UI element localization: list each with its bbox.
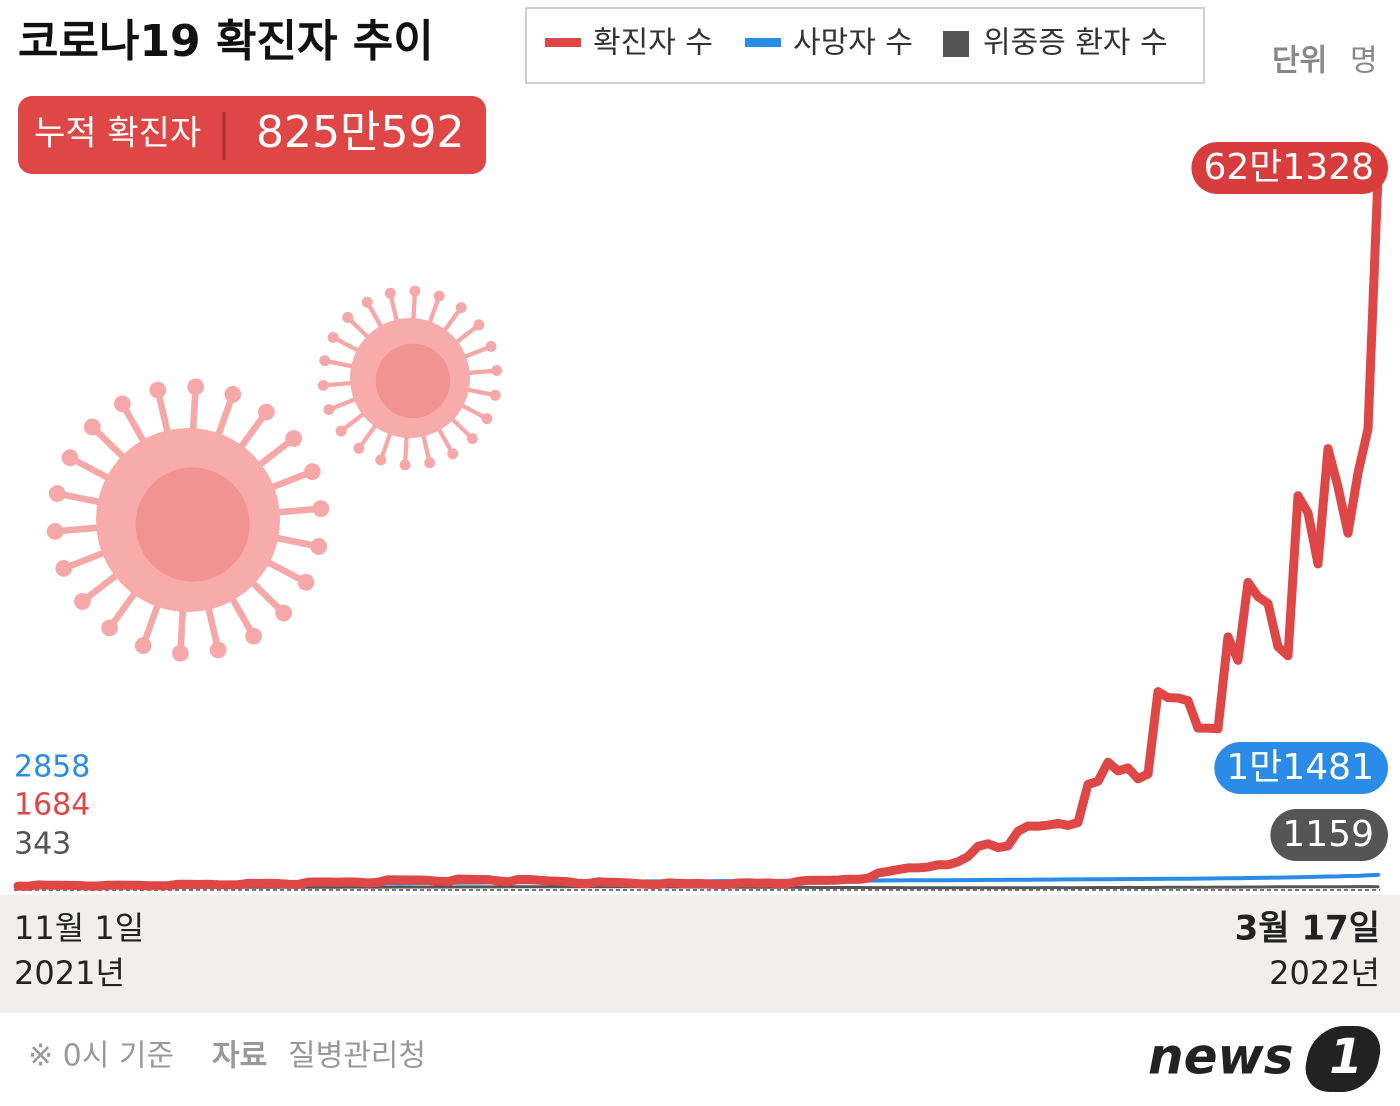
virus-spike-tip xyxy=(489,389,501,401)
start-value-label: 1684 xyxy=(14,788,90,823)
virus-spike-tip xyxy=(384,287,396,299)
virus-spike-tip xyxy=(73,593,91,610)
virus-spike-tip xyxy=(187,378,204,396)
source-label: 자료 xyxy=(212,1039,267,1074)
end-value-label: 1만1481 xyxy=(1226,747,1374,788)
x-year-label: 2021년 xyxy=(14,954,125,992)
virus-spike-tip xyxy=(285,430,303,447)
virus-spike-tip xyxy=(275,604,293,622)
series-line xyxy=(13,171,1383,891)
summary-label: 누적 확진자 xyxy=(34,114,201,154)
virus-spike-tip xyxy=(433,290,445,302)
virus-core xyxy=(375,343,451,419)
logo-text: news xyxy=(1148,1028,1293,1086)
virus-spike-tip xyxy=(409,285,421,297)
legend-swatch xyxy=(545,38,581,47)
virus-spike-tip xyxy=(172,644,189,662)
virus-spike-tip xyxy=(114,395,131,413)
virus-spike-tip xyxy=(481,413,493,425)
legend-swatch xyxy=(943,31,969,57)
virus-spike-tip xyxy=(353,442,365,454)
virus-spike-tip xyxy=(245,627,262,645)
virus-spike-tip xyxy=(46,523,64,540)
virus-spike-tip xyxy=(48,485,66,502)
x-year-label: 2022년 xyxy=(1269,954,1380,992)
legend-label: 위중증 환자 수 xyxy=(983,26,1168,61)
legend-label: 확진자 수 xyxy=(593,26,713,61)
virus-spike-tip xyxy=(342,311,354,323)
end-label-pill xyxy=(1214,742,1388,794)
virus-spike-tip xyxy=(61,449,79,467)
x-tick-label: 3월 17일 xyxy=(1235,909,1380,949)
virus-spike-tip xyxy=(424,457,436,469)
virus-spike-tip xyxy=(375,454,387,466)
unit-title: 단위 xyxy=(1272,44,1327,79)
end-value-label: 1159 xyxy=(1282,814,1374,855)
virus-spike-tip xyxy=(83,418,101,436)
end-label: 1159 xyxy=(1270,809,1388,861)
virus-spike-tip xyxy=(312,500,330,517)
virus-spike-tip xyxy=(327,331,339,343)
virus-spike-tip xyxy=(491,365,503,377)
legend-label: 사망자 수 xyxy=(793,26,913,61)
virus-spike-tip xyxy=(473,319,485,331)
legend-box xyxy=(525,7,1205,84)
virus-spike-tip xyxy=(55,560,73,577)
virus-spike-tip xyxy=(224,385,242,403)
virus-spike-tip xyxy=(323,404,335,416)
end-label: 1만1481 xyxy=(1214,742,1388,794)
virus-spike-tip xyxy=(297,573,315,591)
unit: 명 xyxy=(1350,44,1378,79)
end-label: 62만1328 xyxy=(1191,142,1388,194)
virus-illustration xyxy=(46,285,503,662)
virus-spike-tip xyxy=(319,355,331,367)
start-value-label: 2858 xyxy=(14,750,90,785)
source: 질병관리청 xyxy=(288,1039,426,1074)
axis-band xyxy=(0,895,1400,1013)
chart-title: 코로나19 확진자 추이 xyxy=(18,16,434,67)
virus-spike-tip xyxy=(134,637,152,655)
virus-spike-tip xyxy=(485,340,497,352)
summary-box xyxy=(18,96,486,174)
legend-swatch xyxy=(745,38,781,47)
end-label-pill xyxy=(1191,142,1388,194)
virus-spike-tip xyxy=(101,619,118,637)
summary-value: 825만592 xyxy=(256,107,464,158)
virus-spike-tip xyxy=(335,425,347,437)
virus-spike-tip xyxy=(399,459,411,471)
virus-spike-tip xyxy=(455,302,467,314)
logo-badge xyxy=(1305,1026,1381,1092)
x-tick-label: 11월 1일 xyxy=(14,909,144,947)
virus-spike-tip xyxy=(209,641,227,659)
virus-spike-tip xyxy=(149,381,167,399)
virus-spike-tip xyxy=(258,403,275,421)
virus-spike-tip xyxy=(317,379,329,391)
note: ※ 0시 기준 xyxy=(28,1039,174,1074)
virus-spike-tip xyxy=(310,538,328,555)
logo-mark: 1 xyxy=(1329,1029,1362,1085)
virus-spike-tip xyxy=(303,463,321,480)
virus-core xyxy=(135,467,250,582)
virus-spike-tip xyxy=(447,448,459,460)
virus-spike-tip xyxy=(361,296,373,308)
end-label-pill xyxy=(1270,809,1388,861)
start-value-label: 343 xyxy=(14,827,71,862)
end-value-label: 62만1328 xyxy=(1203,147,1374,188)
virus-spike-tip xyxy=(466,433,478,445)
